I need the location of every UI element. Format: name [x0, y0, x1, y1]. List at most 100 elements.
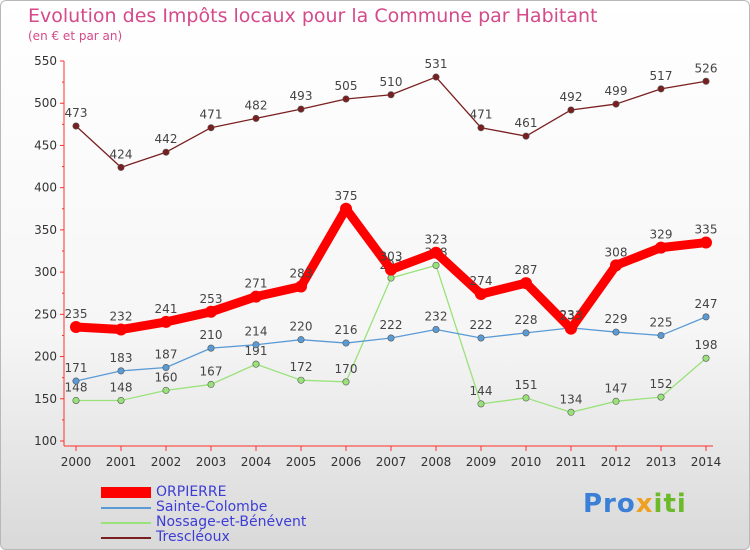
chart-subtitle: (en € et par an)	[28, 29, 123, 43]
logo-part-3: iti	[653, 489, 687, 519]
legend-label-orpierre: ORPIERRE	[156, 484, 227, 500]
x-tick-label: 2014	[691, 455, 722, 469]
data-point-sainte-colombe	[387, 334, 395, 342]
data-point-orpierre	[340, 202, 352, 215]
data-point-orpierre	[160, 315, 172, 328]
y-tick-label: 150	[34, 392, 57, 406]
data-label-nossage: 148	[65, 380, 88, 394]
data-point-nossage	[567, 408, 575, 416]
data-point-trescleoux	[342, 95, 350, 103]
data-point-orpierre	[295, 280, 307, 293]
data-label-nossage: 148	[110, 380, 133, 394]
y-tick-label: 300	[34, 265, 57, 279]
data-point-sainte-colombe	[162, 364, 170, 372]
data-label-orpierre: 303	[380, 250, 403, 264]
data-point-nossage	[432, 261, 440, 269]
data-point-sainte-colombe	[612, 328, 620, 336]
y-tick-label: 250	[34, 307, 57, 321]
x-tick-label: 2002	[151, 455, 182, 469]
data-point-nossage	[477, 400, 485, 408]
y-tick-label: 500	[34, 96, 57, 110]
data-point-orpierre	[655, 241, 667, 254]
legend-swatch-sainte-colombe	[101, 507, 151, 509]
data-point-sainte-colombe	[342, 339, 350, 347]
data-label-trescleoux: 473	[65, 106, 88, 120]
data-label-orpierre: 271	[245, 277, 268, 291]
data-point-sainte-colombe	[432, 326, 440, 334]
x-tick-label: 2004	[241, 455, 272, 469]
data-point-trescleoux	[702, 77, 710, 85]
data-label-trescleoux: 471	[200, 108, 223, 122]
data-label-nossage: 152	[650, 377, 673, 391]
data-point-nossage	[162, 386, 170, 394]
data-point-orpierre	[520, 277, 532, 290]
data-point-orpierre	[475, 288, 487, 301]
logo-part-1: Pro	[583, 489, 636, 519]
x-tick-label: 2006	[331, 455, 362, 469]
x-tick-label: 2011	[556, 455, 587, 469]
legend-item-orpierre: ORPIERRE	[101, 484, 361, 500]
x-tick-label: 2007	[376, 455, 407, 469]
data-label-orpierre: 375	[335, 189, 358, 203]
data-label-orpierre: 335	[695, 223, 718, 237]
data-label-nossage: 172	[290, 360, 313, 374]
data-label-trescleoux: 461	[515, 116, 538, 130]
data-point-trescleoux	[387, 91, 395, 99]
x-tick-label: 2012	[601, 455, 632, 469]
data-point-orpierre	[610, 259, 622, 272]
data-point-trescleoux	[522, 132, 530, 140]
data-point-trescleoux	[252, 114, 260, 122]
data-point-trescleoux	[432, 73, 440, 81]
data-point-nossage	[657, 393, 665, 401]
data-point-trescleoux	[477, 124, 485, 132]
data-point-orpierre	[385, 263, 397, 276]
legend-swatch-nossage	[101, 522, 151, 524]
data-label-orpierre: 323	[425, 233, 448, 247]
data-point-trescleoux	[612, 100, 620, 108]
y-tick-label: 400	[34, 181, 57, 195]
data-point-trescleoux	[567, 106, 575, 114]
data-point-nossage	[342, 378, 350, 386]
data-label-sainte-colombe: 222	[470, 318, 493, 332]
data-label-trescleoux: 499	[605, 84, 628, 98]
legend-label-sainte-colombe: Sainte-Colombe	[156, 499, 268, 515]
data-label-nossage: 167	[200, 364, 223, 378]
data-point-sainte-colombe	[252, 341, 260, 349]
data-label-nossage: 170	[335, 362, 358, 376]
data-label-nossage: 134	[560, 392, 583, 406]
data-point-nossage	[117, 396, 125, 404]
legend-item-sainte-colombe: Sainte-Colombe	[101, 499, 361, 515]
x-tick-label: 2010	[511, 455, 542, 469]
data-label-orpierre: 287	[515, 263, 538, 277]
legend-label-nossage: Nossage-et-Bénévent	[156, 514, 307, 530]
data-label-orpierre: 232	[110, 310, 133, 324]
data-label-orpierre: 274	[470, 274, 493, 288]
x-tick-label: 2003	[196, 455, 227, 469]
data-label-orpierre: 241	[155, 302, 178, 316]
data-label-nossage: 198	[695, 338, 718, 352]
data-point-trescleoux	[297, 105, 305, 113]
data-label-sainte-colombe: 214	[245, 325, 268, 339]
data-point-nossage	[207, 380, 215, 388]
data-label-sainte-colombe: 187	[155, 348, 178, 362]
data-point-orpierre	[115, 323, 127, 336]
data-label-trescleoux: 482	[245, 98, 268, 112]
data-label-trescleoux: 510	[380, 75, 403, 89]
proxiti-logo: Proxiti	[583, 489, 687, 519]
data-label-orpierre: 235	[65, 307, 88, 321]
data-label-sainte-colombe: 229	[605, 312, 628, 326]
data-label-sainte-colombe: 210	[200, 328, 223, 342]
data-point-trescleoux	[117, 163, 125, 171]
data-point-trescleoux	[72, 122, 80, 130]
x-tick-label: 2001	[106, 455, 137, 469]
data-point-orpierre	[70, 321, 82, 333]
data-point-orpierre	[565, 322, 577, 335]
legend-swatch-orpierre	[101, 487, 151, 498]
data-label-sainte-colombe: 225	[650, 315, 673, 329]
data-label-orpierre: 253	[200, 292, 223, 306]
data-label-orpierre: 329	[650, 228, 673, 242]
data-point-nossage	[702, 354, 710, 362]
data-point-nossage	[387, 274, 395, 282]
data-point-sainte-colombe	[522, 329, 530, 337]
